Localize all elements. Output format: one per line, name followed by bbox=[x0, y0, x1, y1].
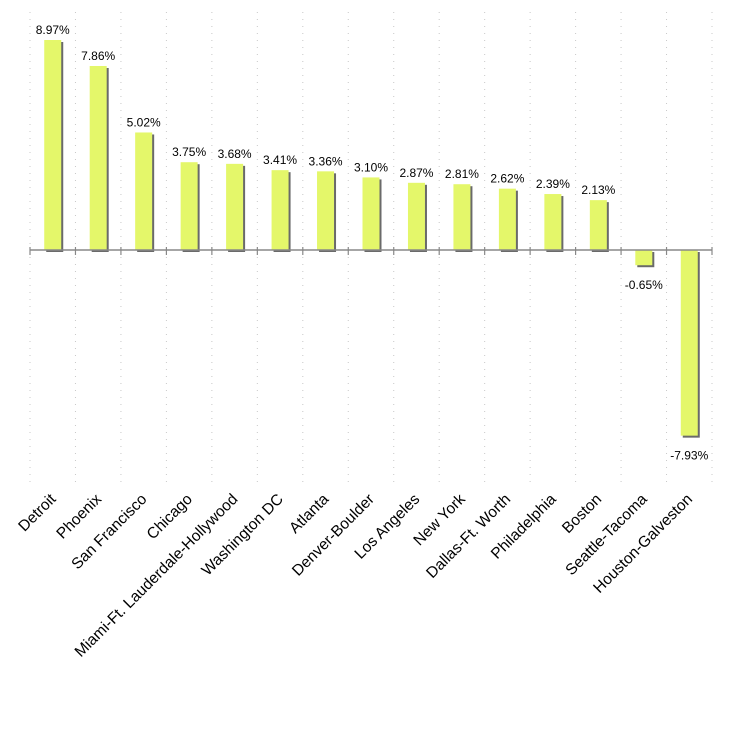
x-axis bbox=[29, 247, 713, 255]
category-label: Seattle-Tacoma bbox=[562, 491, 650, 579]
value-label: 2.13% bbox=[581, 183, 615, 197]
bar bbox=[680, 250, 698, 436]
category-label: Detroit bbox=[15, 490, 60, 535]
value-label: 3.75% bbox=[172, 145, 206, 159]
value-label: 8.97% bbox=[36, 23, 70, 37]
value-label: 7.86% bbox=[81, 49, 115, 63]
bar bbox=[453, 184, 471, 250]
bar bbox=[180, 162, 198, 250]
category-label: Dallas-Ft. Worth bbox=[423, 491, 514, 582]
value-labels: 8.97% 7.86% 5.02% 3.75% 3.68% 3.41% 3.36% 3.10%… bbox=[36, 23, 709, 463]
bar bbox=[498, 188, 516, 250]
bar bbox=[89, 65, 107, 250]
bar bbox=[635, 250, 653, 266]
value-label: -0.65% bbox=[625, 278, 663, 292]
value-label: -7.93% bbox=[670, 449, 708, 463]
value-label: 2.81% bbox=[445, 167, 479, 181]
value-label: 2.39% bbox=[536, 177, 570, 191]
bar bbox=[226, 163, 244, 250]
category-label: Miami-Ft. Lauderdale-Hollywood bbox=[72, 491, 242, 661]
bar bbox=[44, 40, 62, 250]
value-label: 5.02% bbox=[127, 115, 161, 129]
value-label: 3.10% bbox=[354, 160, 388, 174]
bar bbox=[271, 170, 289, 250]
category-label: Denver-Boulder bbox=[289, 491, 378, 580]
value-label: 2.62% bbox=[490, 172, 524, 186]
bar bbox=[135, 132, 153, 250]
bars bbox=[44, 40, 700, 438]
bar bbox=[589, 200, 607, 250]
value-label: 2.87% bbox=[399, 166, 433, 180]
bar bbox=[317, 171, 335, 250]
bar bbox=[407, 182, 425, 250]
bar bbox=[544, 194, 562, 250]
value-label: 3.41% bbox=[263, 153, 297, 167]
bar bbox=[362, 177, 380, 250]
value-label: 3.36% bbox=[309, 154, 343, 168]
value-label: 3.68% bbox=[218, 147, 252, 161]
category-label: Washington DC bbox=[199, 491, 287, 579]
